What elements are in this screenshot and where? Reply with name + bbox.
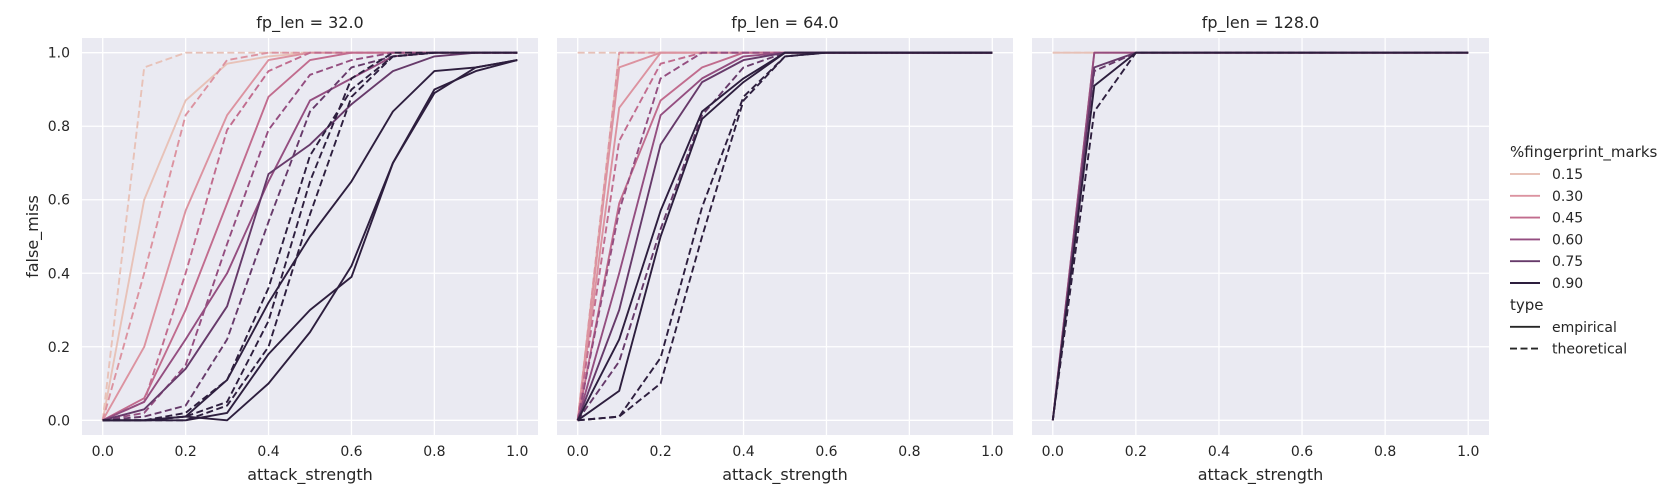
- legend-label: 0.90: [1552, 276, 1583, 292]
- x-tick-label: 0.4: [732, 444, 754, 460]
- x-axis-label: attack_strength: [1198, 465, 1324, 485]
- series-group: [1051, 51, 1469, 421]
- x-axis-label: attack_strength: [722, 465, 848, 485]
- x-tick-label: 0.2: [175, 444, 197, 460]
- x-tick-label: 0.0: [1042, 444, 1064, 460]
- legend-label: theoretical: [1552, 342, 1627, 358]
- legend-label: 0.75: [1552, 254, 1583, 270]
- legend-label: empirical: [1552, 320, 1617, 336]
- y-axis-label: false_miss: [23, 195, 43, 278]
- series-line-theoretical-0.75: [576, 51, 993, 421]
- x-tick-label: 0.4: [257, 444, 279, 460]
- x-tick-label: 1.0: [506, 444, 528, 460]
- series-line-theoretical-0.90: [1051, 51, 1469, 421]
- legend-label: 0.45: [1552, 211, 1583, 227]
- y-tick-label: 0.6: [48, 193, 70, 209]
- legend-entry: 0.30: [1510, 189, 1583, 205]
- series-group: [101, 51, 518, 422]
- panel-3: 0.0 0.2 0.4 0.6 0.8 1.0 attack_strength fp_len …: [1032, 13, 1489, 485]
- y-tick-label: 0.8: [48, 119, 70, 135]
- legend-entry: empirical: [1510, 320, 1617, 336]
- series-line-theoretical-0.75: [1051, 51, 1469, 421]
- x-tick-label: 0.2: [650, 444, 672, 460]
- x-tick-label: 0.4: [1208, 444, 1230, 460]
- x-tick-label: 1.0: [1457, 444, 1479, 460]
- panel-title: fp_len = 64.0: [731, 13, 838, 33]
- x-tick-label: 0.8: [1374, 444, 1396, 460]
- x-tick-label: 0.6: [815, 444, 837, 460]
- x-tick-label: 0.8: [898, 444, 920, 460]
- x-axis-label: attack_strength: [247, 465, 373, 485]
- legend: %fingerprint_marks 0.15 0.30 0.45 0.60 0.75 0.…: [1510, 143, 1658, 358]
- legend-label: 0.15: [1552, 167, 1583, 183]
- series-line-empirical-0.75: [102, 51, 518, 422]
- series-group: [576, 51, 993, 422]
- legend-hue-title: %fingerprint_marks: [1510, 143, 1658, 162]
- x-tick-label: 0.6: [340, 444, 362, 460]
- y-tick-label: 0.4: [48, 266, 70, 282]
- legend-label: 0.60: [1552, 232, 1583, 248]
- legend-label: 0.30: [1552, 189, 1583, 205]
- panel-1: 0.0 0.2 0.4 0.6 0.8 1.0 0.0 0.2 0.4 0.6 0.8 1.0 fals…: [23, 13, 538, 485]
- series-line-theoretical-0.90: [102, 51, 518, 422]
- plot-area: [1032, 38, 1489, 435]
- series-line-theoretical-0.90: [577, 51, 993, 422]
- x-tick-label: 0.8: [423, 444, 445, 460]
- x-tick-label: 0.0: [567, 444, 589, 460]
- legend-entry: 0.75: [1510, 254, 1583, 270]
- x-tick-label: 0.6: [1291, 444, 1313, 460]
- legend-entry: 0.15: [1510, 167, 1583, 183]
- legend-entry: 0.90: [1510, 276, 1583, 292]
- panel-2: 0.0 0.2 0.4 0.6 0.8 1.0 attack_strength fp_len …: [557, 13, 1013, 485]
- legend-entry: 0.60: [1510, 232, 1583, 248]
- series-line-theoretical-0.45: [102, 51, 518, 422]
- y-tick-label: 0.2: [48, 340, 70, 356]
- panel-title: fp_len = 128.0: [1202, 13, 1320, 33]
- y-tick-label: 1.0: [48, 46, 70, 62]
- y-tick-label: 0.0: [48, 413, 70, 429]
- legend-entry: 0.45: [1510, 211, 1583, 227]
- x-tick-label: 1.0: [981, 444, 1003, 460]
- series-line-empirical-0.90: [102, 59, 518, 422]
- legend-style-title: type: [1510, 296, 1544, 314]
- panel-title: fp_len = 32.0: [256, 13, 363, 33]
- legend-entry: theoretical: [1510, 342, 1627, 358]
- x-tick-label: 0.0: [92, 444, 114, 460]
- chart-panels: 0.0 0.2 0.4 0.6 0.8 1.0 0.0 0.2 0.4 0.6 0.8 1.0 fals…: [23, 13, 1489, 485]
- series-line-theoretical-0.75: [102, 51, 518, 422]
- x-tick-label: 0.2: [1125, 444, 1147, 460]
- plot-area: [557, 38, 1013, 435]
